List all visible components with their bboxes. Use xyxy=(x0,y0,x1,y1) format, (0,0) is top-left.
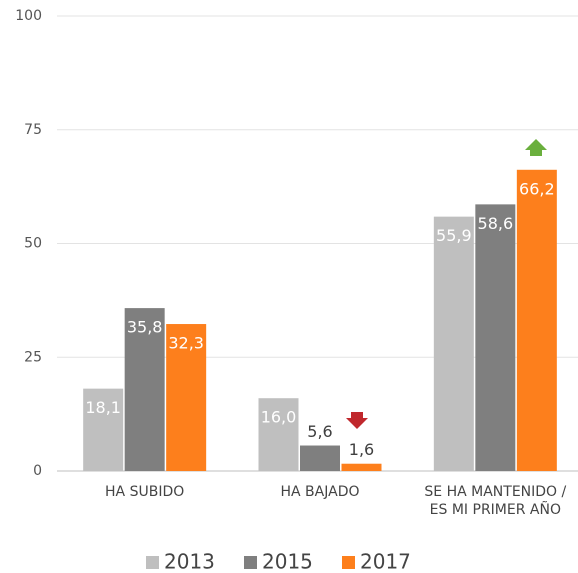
bar xyxy=(258,398,299,471)
legend-label: 2015 xyxy=(262,550,313,573)
data-label: 1,6 xyxy=(349,440,374,459)
x-tick-label: HA BAJADO xyxy=(280,484,360,500)
data-label: 18,1 xyxy=(85,398,121,417)
bar xyxy=(475,204,516,471)
y-tick-label: 0 xyxy=(33,463,42,479)
data-label: 5,6 xyxy=(307,422,332,441)
legend-label: 2013 xyxy=(164,550,215,573)
bar xyxy=(124,308,165,471)
y-tick-label: 75 xyxy=(24,122,42,138)
bar xyxy=(300,445,340,471)
bar xyxy=(341,463,382,471)
legend-label: 2017 xyxy=(360,550,411,573)
up-arrow xyxy=(525,139,547,156)
legend-swatch xyxy=(244,556,257,569)
data-label: 58,6 xyxy=(478,214,514,233)
data-label: 66,2 xyxy=(519,179,555,198)
y-tick-label: 50 xyxy=(24,236,42,252)
data-label: 32,3 xyxy=(168,334,204,353)
x-tick-label: SE HA MANTENIDO / ES MI PRIMER AÑO xyxy=(424,484,567,518)
bar xyxy=(433,216,474,471)
legend-swatch xyxy=(146,556,159,569)
down-arrow xyxy=(346,412,368,429)
bar xyxy=(83,388,124,471)
y-tick-label: 25 xyxy=(24,349,42,365)
bar xyxy=(166,324,207,471)
data-label: 16,0 xyxy=(261,408,297,427)
data-label: 55,9 xyxy=(436,226,472,245)
legend-swatch xyxy=(342,556,355,569)
bar xyxy=(516,169,557,472)
y-tick-label: 100 xyxy=(15,8,42,24)
data-label: 35,8 xyxy=(127,318,163,337)
x-tick-label: HA SUBIDO xyxy=(105,484,185,500)
